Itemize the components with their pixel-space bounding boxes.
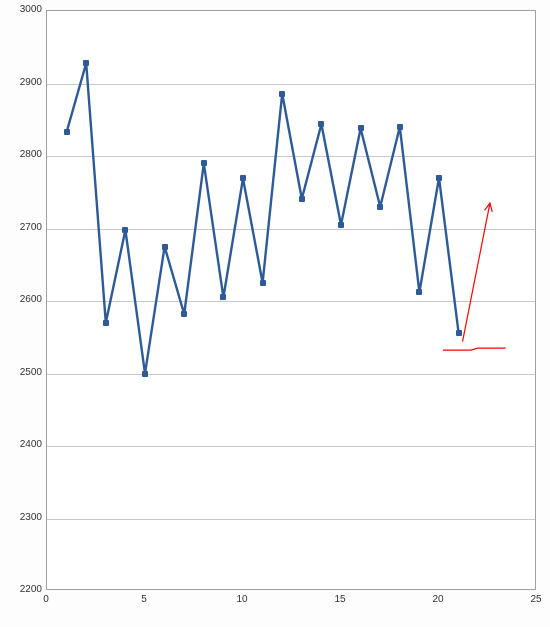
x-tick-label: 10	[236, 594, 247, 605]
data-marker	[436, 175, 442, 181]
x-tick-label: 20	[432, 594, 443, 605]
data-marker	[456, 330, 462, 336]
data-marker	[181, 311, 187, 317]
y-tick-label: 2700	[6, 222, 42, 233]
x-tick-label: 0	[43, 594, 49, 605]
data-marker	[260, 280, 266, 286]
data-marker	[83, 60, 89, 66]
y-tick-label: 2200	[6, 584, 42, 595]
annotation-arrow-line	[463, 203, 490, 341]
data-marker	[358, 125, 364, 131]
y-tick-label: 2300	[6, 512, 42, 523]
data-marker	[103, 320, 109, 326]
data-marker	[240, 175, 246, 181]
data-marker	[416, 289, 422, 295]
data-line	[67, 63, 459, 373]
data-marker	[318, 121, 324, 127]
y-tick-label: 2600	[6, 294, 42, 305]
y-tick-label: 2400	[6, 439, 42, 450]
data-marker	[377, 204, 383, 210]
data-marker	[299, 196, 305, 202]
chart-svg	[47, 11, 537, 591]
data-marker	[162, 244, 168, 250]
x-tick-label: 5	[141, 594, 147, 605]
data-marker	[338, 222, 344, 228]
y-tick-label: 2800	[6, 149, 42, 160]
data-marker	[279, 91, 285, 97]
plot-area	[46, 10, 536, 590]
y-tick-label: 2500	[6, 367, 42, 378]
data-marker	[220, 294, 226, 300]
data-marker	[397, 124, 403, 130]
line-chart: 2200 2300 2400 2500 2600 2700 2800 2900 3000 0 5 10…	[0, 0, 550, 627]
data-marker	[64, 129, 70, 135]
x-tick-label: 25	[530, 594, 541, 605]
annotation-underline	[443, 348, 506, 350]
data-marker	[142, 371, 148, 377]
data-marker	[201, 160, 207, 166]
y-tick-label: 2900	[6, 77, 42, 88]
data-marker	[122, 227, 128, 233]
y-tick-label: 3000	[6, 4, 42, 15]
x-tick-label: 15	[334, 594, 345, 605]
